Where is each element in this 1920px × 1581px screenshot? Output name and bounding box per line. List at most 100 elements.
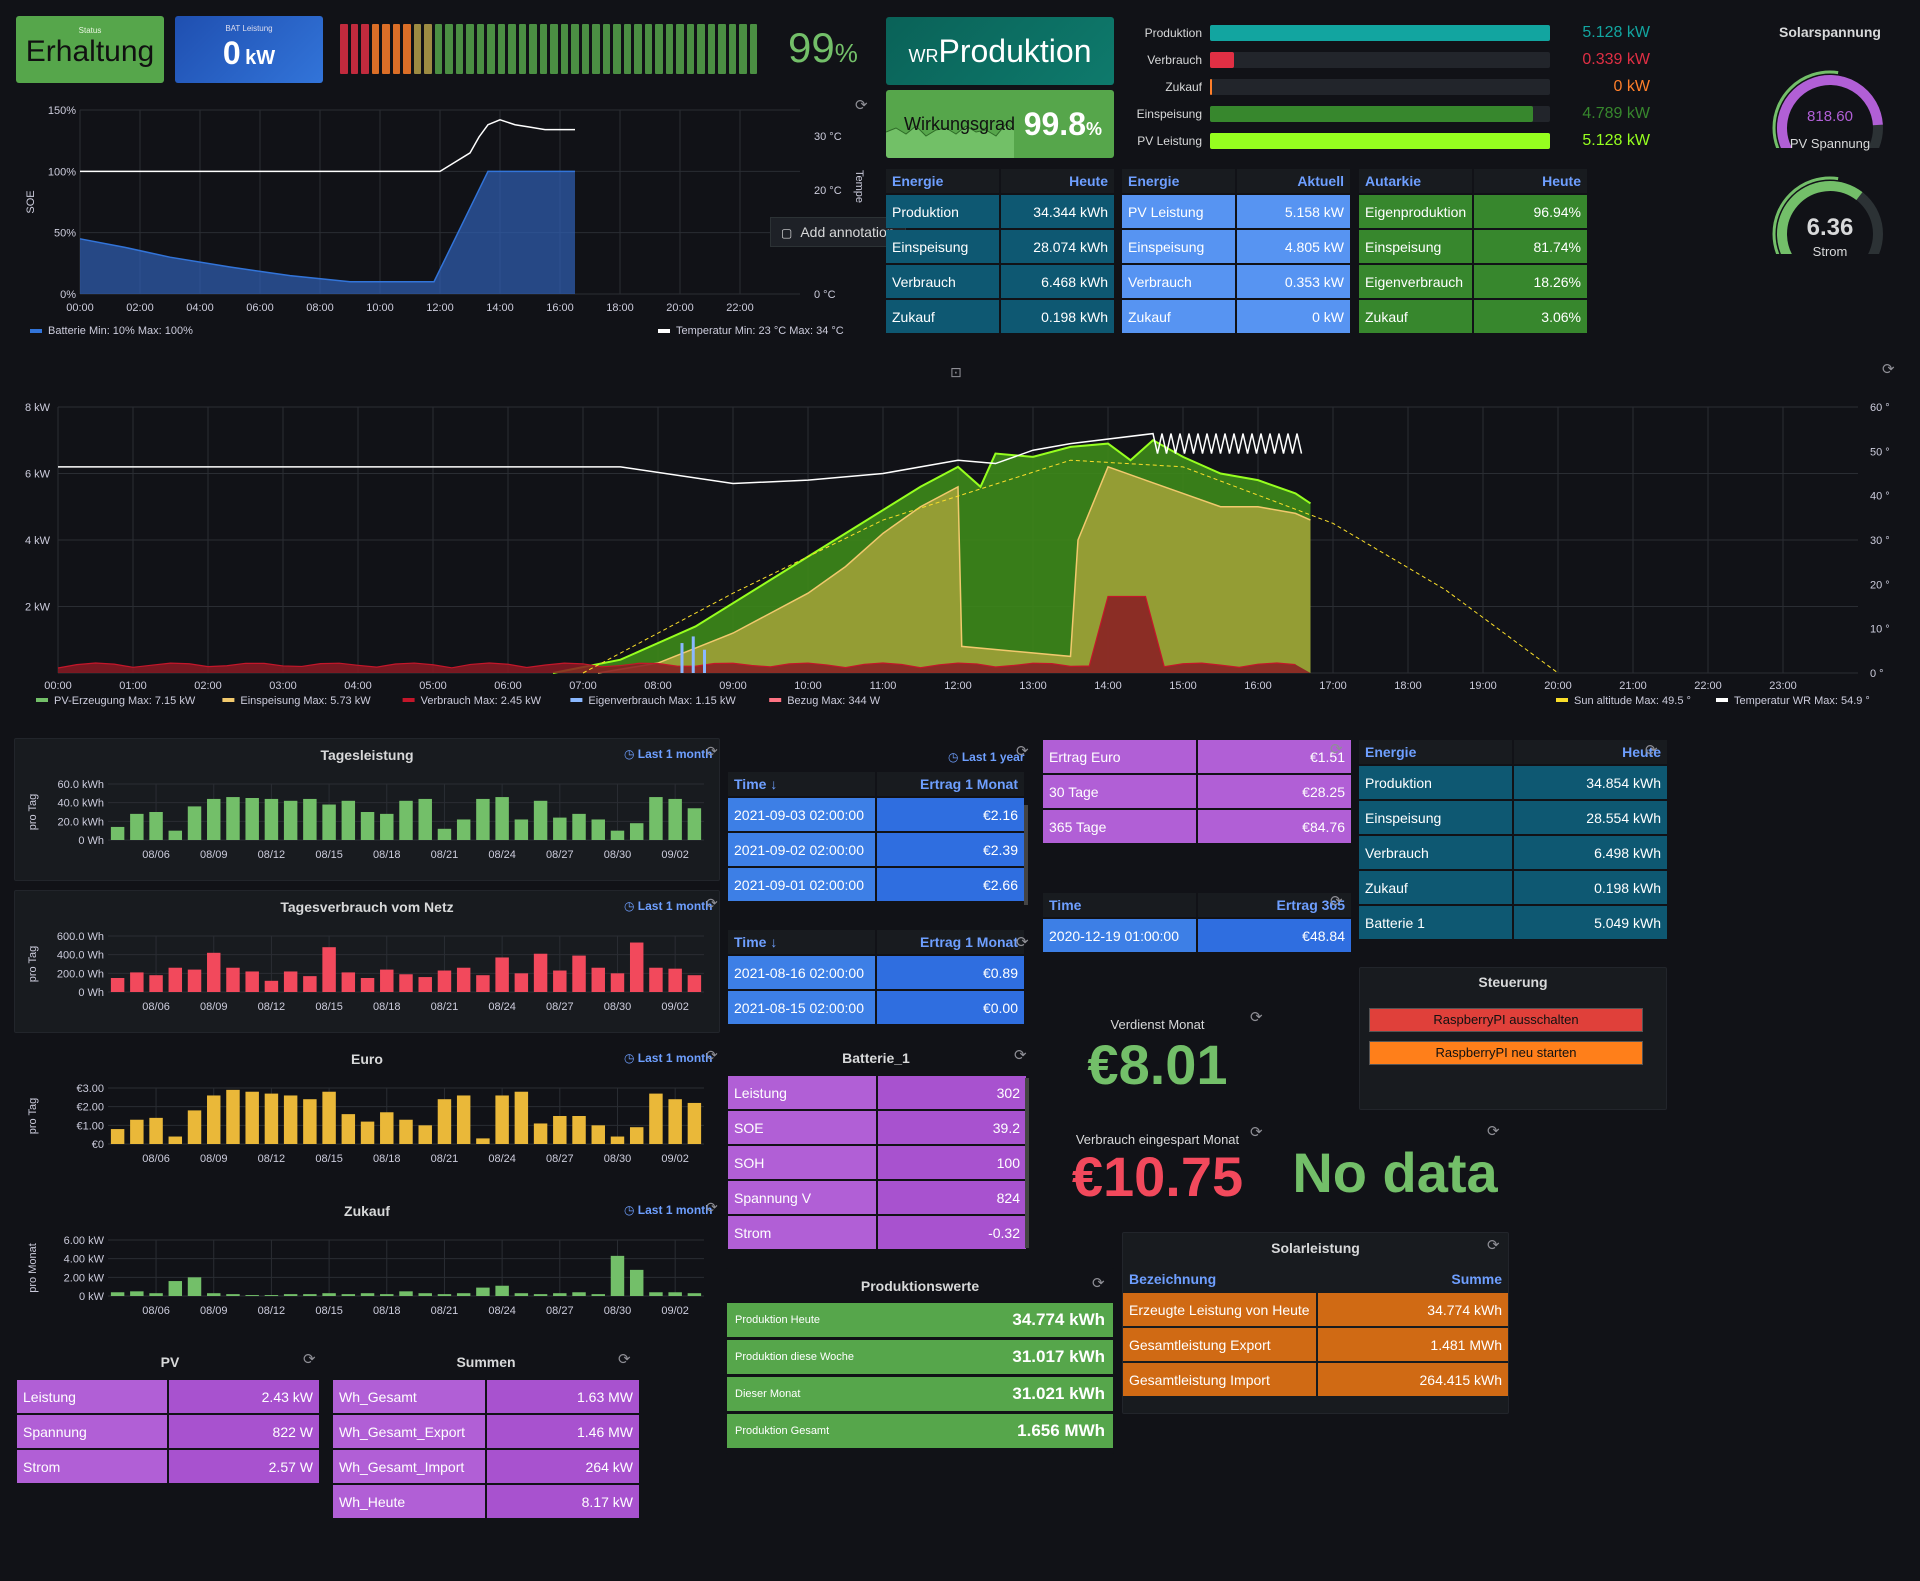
column-header[interactable]: Ertrag 1 Monat [877,930,1024,954]
pv-line [552,439,1312,674]
column-header[interactable]: Summe [1317,1267,1508,1291]
bar [303,1099,317,1144]
cell-label: Einspeisung [1359,230,1473,263]
refresh-icon[interactable]: ⟳ [1487,1123,1500,1140]
refresh-icon[interactable]: ⟳ [1330,741,1343,758]
refresh-icon[interactable]: ⟳ [1016,743,1029,760]
cell-value: 8.17 kW [487,1485,639,1518]
cell-value: 1.63 MW [487,1380,639,1413]
cell-label: Gesamtleistung Import [1123,1363,1316,1396]
refresh-icon[interactable]: ⟳ [1882,361,1895,378]
gauge-segment [361,24,369,74]
column-header[interactable]: Heute [1474,169,1587,193]
y-tick-label: €1.00 [76,1120,104,1132]
time-range-link: ◷ Last 1 month [624,1051,712,1065]
panel-menu-icon[interactable]: ⊡ [950,364,962,380]
add-annotation-tooltip[interactable]: ▢ Add annotation [770,217,906,247]
y-tick-label: 20.0 kWh [58,816,104,828]
refresh-icon[interactable]: ⟳ [1014,1047,1027,1064]
column-header[interactable]: Ertrag 1 Monat [877,772,1024,796]
bar [207,952,221,992]
bar [303,1294,317,1296]
x-tick-label: 08/06 [142,849,170,861]
refresh-icon: ⟳ [706,895,718,911]
table-row: Einspeisung 81.74% [1359,230,1587,263]
cell-value: -0.32 [878,1216,1026,1249]
x-tick-label: 18:00 [606,302,634,314]
column-header[interactable]: Energie [1122,169,1235,193]
gauge-segment [371,24,379,74]
x-tick-label: 08/30 [604,1153,632,1165]
refresh-icon[interactable]: ⟳ [1250,1009,1263,1026]
x-tick-label: 06:00 [246,302,274,314]
zukauf-chart[interactable]: Zukauf ◷ Last 1 month⟳ 6.00 kW 4.00 kW 2.00 … [14,1194,720,1337]
refresh-icon[interactable]: ⟳ [1487,1237,1500,1254]
column-header[interactable]: Autarkie [1359,169,1473,193]
refresh-icon[interactable]: ⟳ [1250,1124,1263,1141]
gauge-segment [529,24,537,74]
bar [283,800,298,840]
scrollbar[interactable] [1024,805,1028,905]
column-header[interactable]: Ertrag 365 [1198,893,1351,917]
last-1-year-link[interactable]: ◷ Last 1 year [948,750,1025,764]
x-tick-label: 08/27 [546,1305,574,1317]
refresh-icon[interactable]: ⟳ [855,97,868,114]
column-header[interactable]: Heute [1001,169,1114,193]
flow-track [1210,106,1550,122]
refresh-icon[interactable]: ⟳ [303,1351,316,1368]
main-power-chart[interactable]: 8 kW 6 kW 4 kW 2 kW 60 ° 50 ° 40 ° 30 ° 20 ° 10 °… [16,395,1906,730]
column-header[interactable]: Energie [886,169,999,193]
table-row: 2020-12-19 01:00:00 €48.84 [1043,919,1351,952]
bar [687,975,702,992]
column-header[interactable]: Time ↓ [728,930,875,954]
bar [168,1281,183,1296]
tagesleistung-chart[interactable]: Tagesleistung ◷ Last 1 month⟳ 60.0 kWh 40.0… [14,738,720,881]
cell-value: €28.25 [1198,775,1351,808]
x-tick-label: 02:00 [194,680,222,692]
raspberrypi-restart-button[interactable]: RaspberryPI neu starten [1369,1041,1643,1065]
bar [495,1285,509,1296]
bar [418,1125,432,1144]
y-tick-label: €0 [92,1139,104,1151]
flow-label: Zukauf [1165,80,1202,94]
strom-value: 6.36 [1806,214,1854,241]
solarspannung-title: Solarspannung [1779,24,1881,40]
x-tick-label: 08/24 [488,1001,516,1013]
raspberrypi-shutdown-button[interactable]: RaspberryPI ausschalten [1369,1008,1643,1032]
y-axis-label: SOE [25,190,37,213]
cell-value: 5.049 kWh [1514,906,1667,939]
column-header[interactable]: Energie [1359,740,1512,764]
cell-label: Spannung V [728,1181,876,1214]
euro-chart[interactable]: Euro ◷ Last 1 month⟳ €3.00 €2.00 €1.00 €0 pro … [14,1042,720,1185]
column-header[interactable]: Aktuell [1237,169,1350,193]
bar [553,1293,567,1296]
bar [303,976,317,992]
bar [264,980,279,992]
x-tick-label: 10:00 [366,302,394,314]
column-header[interactable]: Bezeichnung [1123,1267,1316,1291]
soe-chart[interactable]: 150% 100% 50% 0%00:00 02:00 04:00 06:00 08:00 10… [18,96,878,346]
x-tick-label: 08/30 [604,1001,632,1013]
cell-value: 1.481 MWh [1317,1328,1508,1361]
bar [572,955,586,992]
bar [399,974,413,992]
refresh-icon[interactable]: ⟳ [1092,1275,1105,1292]
column-header[interactable]: Time [1043,893,1196,917]
refresh-icon[interactable]: ⟳ [1330,893,1343,910]
x-tick-label: 08/24 [488,1153,516,1165]
bar [168,830,183,840]
table-row: 2021-09-02 02:00:00 €2.39 [728,833,1024,866]
scrollbar[interactable] [1025,1078,1029,1248]
time-range-link: ◷ Last 1 month [624,899,712,913]
x-tick-label: 17:00 [1319,680,1347,692]
column-header[interactable]: Heute [1514,740,1667,764]
tagesverbrauch-chart[interactable]: Tagesverbrauch vom Netz ◷ Last 1 month⟳ 60… [14,890,720,1033]
wr-prefix: WR [908,46,939,66]
refresh-icon[interactable]: ⟳ [618,1351,631,1368]
table-row: 2021-08-16 02:00:00 €0.89 [728,956,1024,989]
refresh-icon[interactable]: ⟳ [1645,742,1658,759]
column-header[interactable]: Time ↓ [728,772,875,796]
table-header: Energie Heute [1359,740,1667,764]
refresh-icon[interactable]: ⟳ [1016,934,1029,951]
bar [687,808,702,840]
